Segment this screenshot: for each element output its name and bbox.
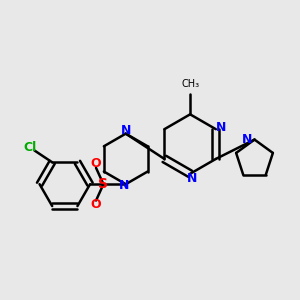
Text: O: O <box>91 199 101 212</box>
Text: N: N <box>119 179 129 192</box>
Text: S: S <box>98 177 109 191</box>
Text: N: N <box>242 133 252 146</box>
Text: O: O <box>91 157 101 170</box>
Text: N: N <box>216 121 226 134</box>
Text: CH₃: CH₃ <box>181 79 199 89</box>
Text: Cl: Cl <box>23 141 37 154</box>
Text: N: N <box>186 172 197 185</box>
Text: N: N <box>121 124 131 137</box>
